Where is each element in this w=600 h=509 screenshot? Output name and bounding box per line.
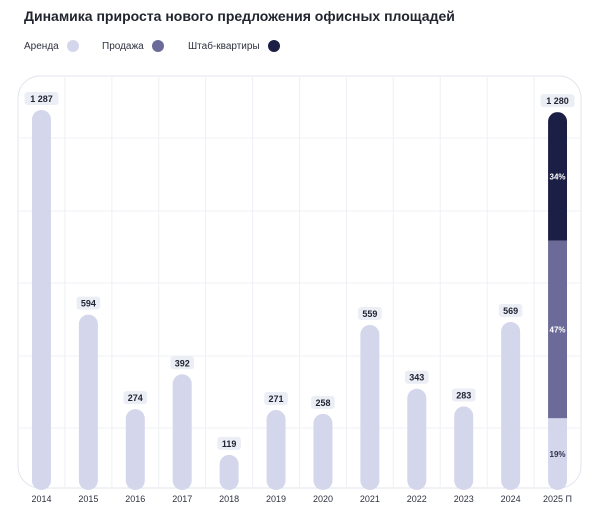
legend-swatch-hq xyxy=(267,40,280,52)
grid-lines xyxy=(19,77,580,487)
segment-label: 19% xyxy=(550,450,566,459)
stacked-bar xyxy=(548,112,568,490)
bar xyxy=(266,409,286,490)
legend-item-hq: Штаб-квартиры xyxy=(188,40,280,52)
value-label-bg xyxy=(24,92,59,105)
bar xyxy=(360,324,380,490)
value-label-bg xyxy=(217,436,241,450)
legend-swatch-rent xyxy=(66,40,79,52)
bar xyxy=(407,388,427,490)
x-tick-label: 2022 xyxy=(407,494,427,504)
value-label: 1 287 xyxy=(30,94,53,104)
value-label-bg xyxy=(498,303,523,317)
x-tick-label: 2021 xyxy=(360,494,380,504)
bar xyxy=(78,314,98,490)
legend-label-rent: Аренда xyxy=(24,40,59,52)
bar xyxy=(125,409,145,490)
value-label-bg xyxy=(540,94,575,108)
x-tick-label: 2015 xyxy=(78,494,98,504)
value-label: 283 xyxy=(456,390,471,400)
value-label: 343 xyxy=(409,373,424,383)
bar-segment xyxy=(548,418,568,490)
bar xyxy=(172,374,192,490)
x-tick-label: 2020 xyxy=(313,494,333,504)
legend-item-rent: Аренда xyxy=(24,40,79,52)
legend-label-sale: Продажа xyxy=(102,40,144,52)
legend-swatch-sale xyxy=(151,40,164,52)
chart-title: Динамика прироста нового предложения офи… xyxy=(24,8,455,24)
x-tick-label: 2025 П xyxy=(543,494,572,504)
value-label: 559 xyxy=(362,309,377,319)
x-tick-label: 2024 xyxy=(501,494,521,504)
value-label-bg xyxy=(451,388,476,402)
bar xyxy=(219,454,239,490)
bar-segment xyxy=(548,112,568,241)
legend-item-sale: Продажа xyxy=(102,40,164,52)
bar xyxy=(313,413,333,490)
value-label-bg xyxy=(76,296,101,310)
value-label-bg xyxy=(264,391,288,405)
value-label: 392 xyxy=(175,358,190,368)
bar-chart: 1 287 2014 594 2015 274 2016 392 2017 119 2018 271… xyxy=(17,75,582,504)
value-label: 274 xyxy=(128,393,143,403)
x-tick-label: 2014 xyxy=(31,494,51,504)
segment-label: 47% xyxy=(550,325,566,334)
x-tick-label: 2018 xyxy=(219,494,239,504)
value-label-bg xyxy=(170,356,195,370)
bar xyxy=(454,406,474,490)
segment-label: 34% xyxy=(550,172,566,181)
value-label-bg xyxy=(123,391,148,405)
x-tick-label: 2017 xyxy=(172,494,192,504)
x-tick-label: 2019 xyxy=(266,494,286,504)
value-label: 119 xyxy=(222,439,237,449)
bar xyxy=(31,110,51,490)
value-label: 569 xyxy=(503,306,518,316)
bar xyxy=(501,321,521,490)
x-tick-label: 2023 xyxy=(454,494,474,504)
legend-label-hq: Штаб-квартиры xyxy=(188,40,260,52)
value-label-bg xyxy=(358,306,382,320)
value-label-bg xyxy=(404,370,429,384)
value-label: 258 xyxy=(315,398,330,408)
x-tick-label: 2016 xyxy=(125,494,145,504)
value-label: 1 280 xyxy=(546,96,569,106)
value-label: 271 xyxy=(269,394,284,404)
bar-segment xyxy=(548,240,568,419)
value-label: 594 xyxy=(81,299,96,309)
value-label-bg xyxy=(311,395,335,409)
